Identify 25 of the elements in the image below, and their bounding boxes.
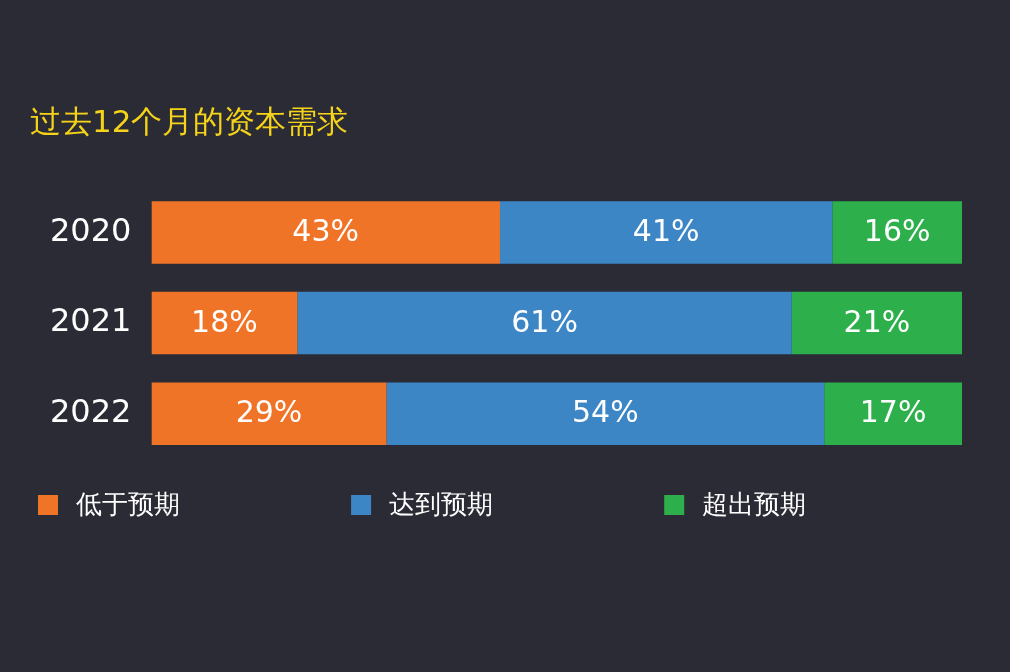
bar [297,291,792,355]
data-label: 41% [632,213,700,249]
bar [824,382,962,445]
data-label: 43% [292,213,360,249]
y-tick-label: 2022 [50,392,132,431]
data-label: 16% [863,213,931,249]
bar [151,382,387,445]
bar [151,201,500,264]
y-tick-label: 2020 [50,210,132,249]
chart-title: 过去12个月的资本需求 [30,102,349,139]
bar [386,382,825,445]
data-label: 18% [191,303,258,339]
legend-label: 达到预期 [389,488,494,519]
bar [791,291,962,355]
legend-label: 低于预期 [76,488,180,519]
data-label: 17% [859,394,927,430]
legend-label: 超出预期 [702,488,807,519]
bar [832,201,962,264]
y-tick-label: 2021 [50,301,132,340]
bar [499,201,833,264]
data-label: 61% [511,303,578,339]
data-label: 54% [572,394,639,430]
data-label: 29% [235,394,303,430]
bar [151,291,298,355]
data-label: 21% [843,303,911,339]
